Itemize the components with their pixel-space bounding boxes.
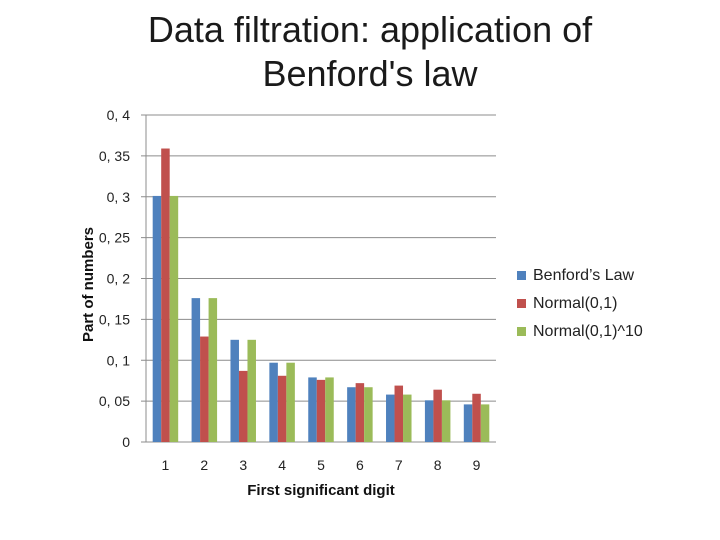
x-tick-label: 5 <box>317 457 325 473</box>
bar-3-6 <box>364 387 373 442</box>
bars <box>152 148 490 442</box>
bar-3-9 <box>480 404 490 442</box>
x-axis-title: First significant digit <box>247 482 395 499</box>
x-tick-label: 4 <box>278 457 286 473</box>
x-tick-label: 3 <box>239 457 247 473</box>
legend-swatch <box>517 271 526 280</box>
legend-swatch <box>517 299 526 308</box>
legend-label: Normal(0,1)^10 <box>533 323 643 340</box>
bar-1-2 <box>191 298 201 442</box>
bar-2-7 <box>394 385 404 442</box>
bar-3-1 <box>169 195 179 442</box>
x-tick-label: 7 <box>395 457 403 473</box>
chart-title: Data filtration: application of Benford'… <box>147 9 593 94</box>
bar-2-8 <box>433 389 442 442</box>
bar-2-5 <box>316 379 326 442</box>
bar-1-3 <box>230 339 239 442</box>
bar-2-6 <box>355 383 365 442</box>
bar-2-1 <box>161 148 170 442</box>
y-axis-title: Part of numbers <box>80 227 97 342</box>
y-tick-label: 0, 25 <box>99 230 130 246</box>
x-tick-label: 1 <box>162 457 170 473</box>
legend-swatch <box>517 327 526 336</box>
x-tick-label: 9 <box>473 457 481 473</box>
bar-1-7 <box>386 394 395 442</box>
y-tick-label: 0, 1 <box>107 352 131 368</box>
legend-label: Benford’s Law <box>533 267 635 284</box>
bar-3-4 <box>286 362 295 442</box>
bar-1-8 <box>424 400 434 442</box>
bar-2-9 <box>472 393 481 442</box>
bar-1-5 <box>308 377 317 442</box>
bar-3-2 <box>208 298 218 442</box>
gridlines <box>141 114 496 443</box>
bar-3-7 <box>403 394 412 442</box>
bar-1-9 <box>463 404 473 442</box>
bar-1-1 <box>152 195 162 442</box>
bar-2-3 <box>238 370 248 442</box>
x-tick-label: 8 <box>434 457 442 473</box>
legend: Benford’s Law Normal(0,1) Normal(0,1)^10 <box>517 267 643 340</box>
bar-1-6 <box>347 387 356 442</box>
axes: 0 0, 05 0, 1 0, 15 0, 2 0, 25 0, 3 0, 35 0, 4 1 2 3… <box>99 107 481 473</box>
y-tick-label: 0, 35 <box>99 148 130 164</box>
y-tick-label: 0, 4 <box>107 107 131 123</box>
y-tick-label: 0, 2 <box>107 271 131 287</box>
y-tick-label: 0 <box>122 434 130 450</box>
bar-2-4 <box>277 375 287 442</box>
bar-3-8 <box>441 400 451 442</box>
legend-label: Normal(0,1) <box>533 295 617 312</box>
bar-3-3 <box>247 339 256 442</box>
bar-1-4 <box>269 362 278 442</box>
y-tick-label: 0, 05 <box>99 393 130 409</box>
y-tick-label: 0, 15 <box>99 311 130 327</box>
bar-3-5 <box>325 377 334 442</box>
x-tick-label: 6 <box>356 457 364 473</box>
bar-2-2 <box>200 336 209 442</box>
y-tick-label: 0, 3 <box>107 189 131 205</box>
x-tick-label: 2 <box>200 457 208 473</box>
